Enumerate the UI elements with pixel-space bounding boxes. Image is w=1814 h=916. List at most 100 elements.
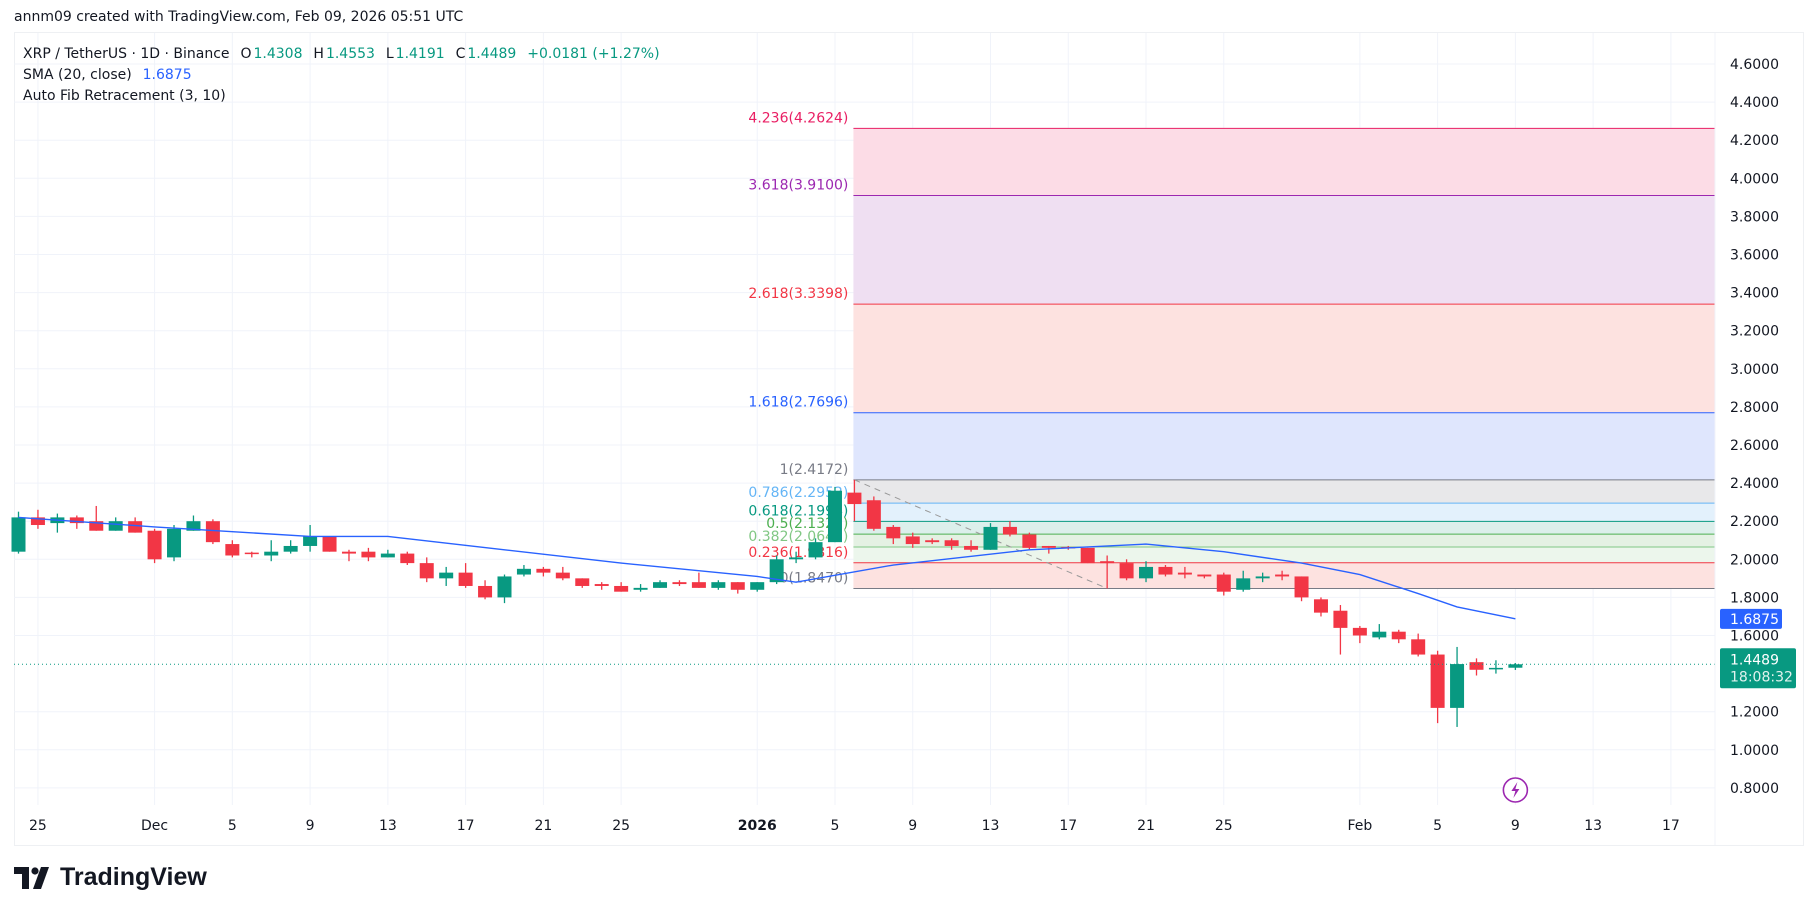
- candle-up: [1255, 576, 1270, 579]
- y-tick-label: 1.8000: [1730, 590, 1779, 606]
- legend-fib-row: Auto Fib Retracement (3, 10): [23, 86, 662, 107]
- sma-line: [18, 516, 1516, 620]
- candle-down: [1119, 563, 1134, 579]
- fib-level-label: 4.236(4.2624): [748, 110, 848, 126]
- x-tick-label: 17: [457, 818, 475, 834]
- x-tick-label: 17: [1662, 818, 1680, 834]
- candle-down: [1313, 599, 1328, 613]
- candle-down: [205, 521, 220, 543]
- x-tick-label: 13: [982, 818, 1000, 834]
- y-tick-label: 3.4000: [1730, 286, 1779, 302]
- candle-down: [322, 536, 337, 552]
- fib-level-label: 0.5(2.1321): [766, 516, 848, 532]
- candle-down: [147, 530, 162, 560]
- y-tick-label: 2.8000: [1730, 400, 1779, 416]
- legend-high-label: H: [313, 46, 324, 62]
- candle-down: [1158, 566, 1173, 575]
- legend-sma-label[interactable]: SMA (20, close): [23, 67, 132, 83]
- last-price-tag: [1720, 648, 1796, 689]
- candle-up: [264, 551, 279, 556]
- legend-low-label: L: [385, 46, 394, 62]
- x-tick-label: 5: [1433, 818, 1442, 834]
- y-tick-label: 1.6000: [1730, 629, 1779, 645]
- y-tick-label: 4.4000: [1730, 95, 1779, 111]
- x-tick-label: Feb: [1347, 818, 1372, 834]
- y-tick-label: 0.8000: [1730, 781, 1779, 797]
- candle-down: [361, 551, 376, 558]
- x-tick-label: 9: [1511, 818, 1520, 834]
- candle-down: [672, 582, 687, 585]
- fib-trend-line: [854, 479, 1108, 589]
- bar-countdown: 18:08:32: [1730, 669, 1793, 685]
- candle-up: [11, 517, 26, 552]
- candle-down: [730, 582, 745, 590]
- candle-up: [380, 553, 395, 558]
- legend-sma-value: 1.6875: [142, 67, 192, 83]
- legend-low: 1.4191: [395, 46, 445, 62]
- fib-zone: [853, 503, 1715, 522]
- candle-down: [225, 544, 240, 556]
- logo-text: TradingView: [60, 863, 207, 891]
- legend-symbol[interactable]: XRP / TetherUS · 1D · Binance: [23, 46, 230, 62]
- sma-price-tag: [1720, 608, 1782, 629]
- candle-up: [1236, 578, 1251, 590]
- candle-up: [516, 568, 531, 575]
- candle-down: [1216, 574, 1231, 592]
- y-tick-label: 4.0000: [1730, 171, 1779, 187]
- candle-down: [536, 568, 551, 573]
- candle-down: [614, 585, 629, 592]
- candle-down: [944, 540, 959, 546]
- chart-credit: annm09 created with TradingView.com, Feb…: [14, 9, 464, 25]
- last-price-value: 1.4489: [1730, 652, 1779, 668]
- y-tick-label: 3.0000: [1730, 362, 1779, 378]
- x-tick-label: 25: [1215, 818, 1233, 834]
- candle-up: [750, 582, 765, 590]
- candle-down: [905, 536, 920, 545]
- candle-down: [30, 517, 45, 526]
- x-tick-label: Dec: [141, 818, 168, 834]
- fib-zone: [853, 128, 1715, 196]
- fib-zone: [853, 479, 1715, 504]
- legend-open: 1.4308: [253, 46, 303, 62]
- candle-up: [1372, 631, 1387, 638]
- candle-down: [1041, 545, 1056, 548]
- candle-up: [439, 572, 454, 579]
- candle-up: [497, 576, 512, 598]
- sma-price-value: 1.6875: [1730, 612, 1779, 628]
- legend-close: 1.4489: [467, 46, 517, 62]
- candle-down: [1080, 547, 1095, 564]
- candle-down: [1430, 654, 1445, 708]
- legend-sma-row: SMA (20, close) 1.6875: [23, 65, 662, 86]
- legend-fib-label[interactable]: Auto Fib Retracement (3, 10): [23, 88, 226, 104]
- candle-up: [789, 557, 804, 560]
- y-tick-label: 2.6000: [1730, 438, 1779, 454]
- candle-down: [886, 526, 901, 539]
- x-tick-label: 25: [612, 818, 630, 834]
- candle-down: [244, 552, 259, 555]
- candle-up: [769, 559, 784, 583]
- candle-down: [69, 517, 84, 524]
- y-tick-label: 4.2000: [1730, 133, 1779, 149]
- candle-down: [691, 582, 706, 588]
- fib-level-label: 0.382(2.0648): [748, 529, 848, 545]
- candle-down: [400, 553, 415, 564]
- candle-down: [1469, 662, 1484, 670]
- y-tick-label: 2.0000: [1730, 552, 1779, 568]
- candle-up: [653, 582, 668, 588]
- tradingview-logo[interactable]: TradingView: [14, 863, 207, 892]
- y-tick-label: 4.6000: [1730, 57, 1779, 73]
- candle-down: [458, 572, 473, 586]
- x-tick-label: 13: [1584, 818, 1602, 834]
- candle-down: [1002, 526, 1017, 535]
- legend-high: 1.4553: [325, 46, 375, 62]
- fib-zone: [853, 534, 1715, 547]
- y-tick-label: 3.8000: [1730, 209, 1779, 225]
- x-tick-label: 13: [379, 818, 397, 834]
- candle-up: [108, 521, 123, 531]
- y-tick-label: 1.2000: [1730, 705, 1779, 721]
- candle-down: [1333, 610, 1348, 628]
- fib-level-label: 1.618(2.7696): [748, 395, 848, 411]
- candle-up: [186, 521, 201, 531]
